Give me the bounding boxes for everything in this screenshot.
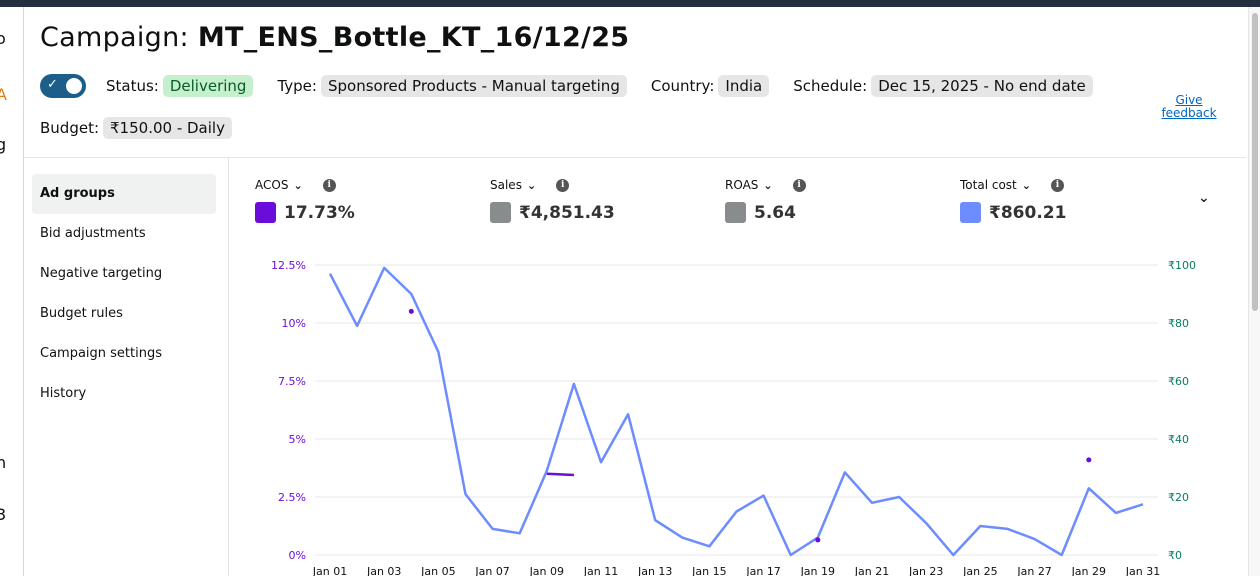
metric-total-cost: Total cost ⌄ i ₹860.21 [960,176,1066,223]
x-axis-tick-label: Jan 09 [529,565,564,576]
schedule-label: Schedule: [793,77,868,95]
campaign-enabled-toggle[interactable]: ✓ [40,74,86,98]
x-axis-tick-label: Jan 05 [420,565,455,576]
x-axis-tick-label: Jan 19 [800,565,835,576]
type-label: Type: [277,77,317,95]
budget-label: Budget: [40,119,100,137]
left-strip-glyph: o [0,29,6,48]
metric-roas: ROAS ⌄ i 5.64 [725,176,806,223]
country-label: Country: [650,77,715,95]
info-icon[interactable]: i [792,178,806,192]
header-divider [24,157,1246,158]
metric-value-roas: 5.64 [754,202,796,223]
metric-color-swatch[interactable] [725,202,746,223]
x-axis-tick-label: Jan 31 [1125,565,1160,576]
data-point-acos [1086,457,1092,463]
metric-selector-acos[interactable]: ACOS [255,178,289,192]
metric-acos: ACOS ⌄ i 17.73% [255,176,355,223]
nav-item-bid-adjustments[interactable]: Bid adjustments [40,226,146,241]
chevron-down-icon[interactable]: ⌄ [293,178,303,192]
nav-item-history[interactable]: History [40,386,87,401]
campaign-name: MT_ENS_Bottle_KT_16/12/25 [197,22,630,53]
series-segment-acos [546,472,574,477]
right-axis-tick-label: ₹0 [1168,549,1182,562]
x-axis-tick-label: Jan 29 [1071,565,1106,576]
x-axis-tick-label: Jan 07 [474,565,509,576]
give-feedback-link[interactable]: Give feedback [1161,93,1217,120]
x-axis-tick-label: Jan 15 [691,565,726,576]
status-label: Status: [106,77,159,95]
metric-sales: Sales ⌄ i ₹4,851.43 [490,176,615,223]
info-icon[interactable]: i [322,178,336,192]
type-badge: Sponsored Products - Manual targeting [320,75,627,97]
right-axis-tick-label: ₹20 [1168,491,1189,504]
nav-item-negative-targeting[interactable]: Negative targeting [40,266,163,281]
schedule-badge[interactable]: Dec 15, 2025 - No end date [871,75,1093,97]
status-badge: Delivering [162,75,254,97]
chevron-down-icon[interactable]: ⌄ [763,178,773,192]
left-axis-tick-label: 0% [289,549,306,562]
left-strip-glyph: g [0,135,7,154]
nav-divider [228,157,229,576]
x-axis-tick-label: Jan 17 [745,565,780,576]
right-axis-tick-label: ₹80 [1168,317,1189,330]
chevron-down-icon[interactable]: ⌄ [1198,190,1210,206]
metric-value-total-cost: ₹860.21 [989,202,1067,223]
x-axis-tick-label: Jan 01 [312,565,347,576]
top-nav-bar [0,0,1260,7]
country-badge: India [718,75,770,97]
x-axis-tick-label: Jan 23 [908,565,943,576]
page-title: Campaign: MT_ENS_Bottle_KT_16/12/25 [40,22,629,53]
x-axis-tick-label: Jan 21 [854,565,889,576]
series-line-total-cost [328,266,1144,557]
left-strip-glyph: 3 [0,505,7,524]
x-axis-tick-label: Jan 11 [583,565,618,576]
performance-chart: 0% 2.5% 5% 7.5% 10% 12.5% ₹0 ₹20 ₹40 ₹60 ₹80 ₹100 Ja… [271,259,1196,576]
x-axis-tick-label: Jan 27 [1016,565,1051,576]
x-axis-tick-label: Jan 03 [366,565,401,576]
left-axis-tick-label: 7.5% [278,375,306,388]
right-axis-tick-label: ₹60 [1168,375,1189,388]
left-strip-glyph: A [0,85,7,104]
campaign-meta-row: ✓ Status: Delivering Type: Sponsored Pro… [40,73,1117,99]
left-axis-tick-label: 2.5% [278,491,306,504]
left-strip-glyph: n [0,453,7,472]
metric-selector-roas[interactable]: ROAS [725,178,759,192]
campaign-title-label: Campaign: [40,22,198,53]
budget-badge[interactable]: ₹150.00 - Daily [103,117,232,139]
scrollbar-thumb[interactable] [1252,13,1258,311]
nav-item-budget-rules[interactable]: Budget rules [40,306,123,321]
metric-value-sales: ₹4,851.43 [519,202,615,223]
left-collapsed-panel: o A g l n 3 [0,7,24,576]
nav-item-campaign-settings[interactable]: Campaign settings [40,346,163,361]
check-icon: ✓ [47,77,58,92]
data-point-acos [815,537,821,543]
x-axis-tick-label: Jan 25 [962,565,997,576]
chevron-down-icon[interactable]: ⌄ [1021,178,1031,192]
left-axis-tick-label: 12.5% [271,259,306,272]
page-scrollbar[interactable] [1248,7,1260,576]
metric-value-acos: 17.73% [284,202,355,223]
toggle-knob [66,78,82,94]
campaign-side-nav: Ad groups Bid adjustments Negative targe… [32,174,216,414]
data-point-acos [408,308,414,314]
right-axis-tick-label: ₹40 [1168,433,1189,446]
info-icon[interactable]: i [556,178,570,192]
nav-item-ad-groups[interactable]: Ad groups [32,174,216,214]
info-icon[interactable]: i [1050,178,1064,192]
x-axis-tick-label: Jan 13 [637,565,672,576]
metric-color-swatch[interactable] [255,202,276,223]
metric-selector-sales[interactable]: Sales [490,178,522,192]
metric-color-swatch[interactable] [960,202,981,223]
metric-color-swatch[interactable] [490,202,511,223]
metric-selector-total-cost[interactable]: Total cost [960,178,1017,192]
left-axis-tick-label: 5% [289,433,306,446]
budget-row: Budget: ₹150.00 - Daily [40,117,256,139]
left-axis-tick-label: 10% [282,317,306,330]
right-axis-tick-label: ₹100 [1168,259,1196,272]
chevron-down-icon[interactable]: ⌄ [526,178,537,192]
